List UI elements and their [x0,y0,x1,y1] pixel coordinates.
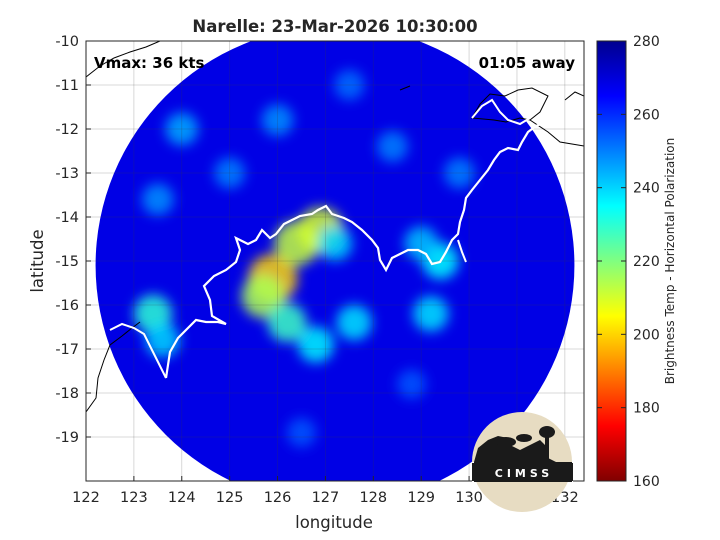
y-tick-label-3: -13 [55,166,79,182]
feature-21 [397,369,427,399]
feature-14 [261,104,294,137]
x-tick-label-130: 130 [455,490,483,506]
colorbar-ticks: 160 180 200 220 240 260 280 [597,34,660,490]
feature-5 [297,326,334,363]
cb-tick-label-240: 240 [633,181,660,197]
colorbar-label: Brightness Temp - Horizontal Polarizatio… [663,138,677,385]
cb-tick-label-180: 180 [633,401,660,417]
feature-7 [317,226,353,261]
x-tick-label-127: 127 [312,490,340,506]
vmax-annotation: Vmax: 36 kts [94,54,204,72]
cb-tick-label-160: 160 [633,474,660,490]
x-tick-label-128: 128 [359,490,387,506]
feature-12 [145,322,180,358]
cb-tick-label-220: 220 [633,254,660,270]
y-axis-ticks: -10 -11 -12 -13 -14 -15 -16 -17 -18 -19 [55,34,91,446]
cimss-logo: CIMSS [472,412,573,512]
x-tick-label-125: 125 [216,490,244,506]
feature-15 [214,157,246,189]
x-tick-label-129: 129 [407,490,435,506]
cb-tick-label-260: 260 [633,107,660,123]
cb-tick-label-280: 280 [633,34,660,50]
feature-6 [336,304,372,341]
y-tick-label-8: -18 [55,386,79,402]
feature-3 [241,274,286,319]
feature-18 [444,157,475,189]
x-tick-label-123: 123 [120,490,148,506]
y-tick-label-2: -12 [55,122,79,138]
convective-features [133,69,475,448]
feature-10 [413,296,449,332]
brightness-temp-imagery [95,41,575,481]
feature-17 [376,131,408,163]
x-tick-label-122: 122 [72,490,100,506]
y-tick-label-6: -16 [55,298,79,314]
logo-text: CIMSS [495,467,553,480]
y-tick-label-0: -10 [55,34,79,50]
x-axis-label: longitude [295,513,373,532]
x-tick-label-124: 124 [168,490,196,506]
feature-13 [165,112,199,146]
feature-16 [141,183,174,216]
feature-4 [267,303,307,343]
feature-20 [286,418,317,448]
y-axis-label: latitude [28,229,47,292]
feature-9 [404,226,439,261]
time-away-annotation: 01:05 away [479,54,576,72]
y-tick-label-7: -17 [55,342,79,358]
feature-19 [334,69,365,101]
y-tick-label-5: -15 [55,254,79,270]
y-tick-label-4: -14 [55,210,79,226]
x-tick-label-126: 126 [264,490,292,506]
coastline [86,41,584,413]
y-tick-label-9: -19 [55,430,79,446]
chart-title: Narelle: 23-Mar-2026 10:30:00 [192,17,477,36]
cb-tick-label-200: 200 [633,327,660,343]
microwave-swath [95,41,575,481]
y-tick-label-1: -11 [55,78,79,94]
